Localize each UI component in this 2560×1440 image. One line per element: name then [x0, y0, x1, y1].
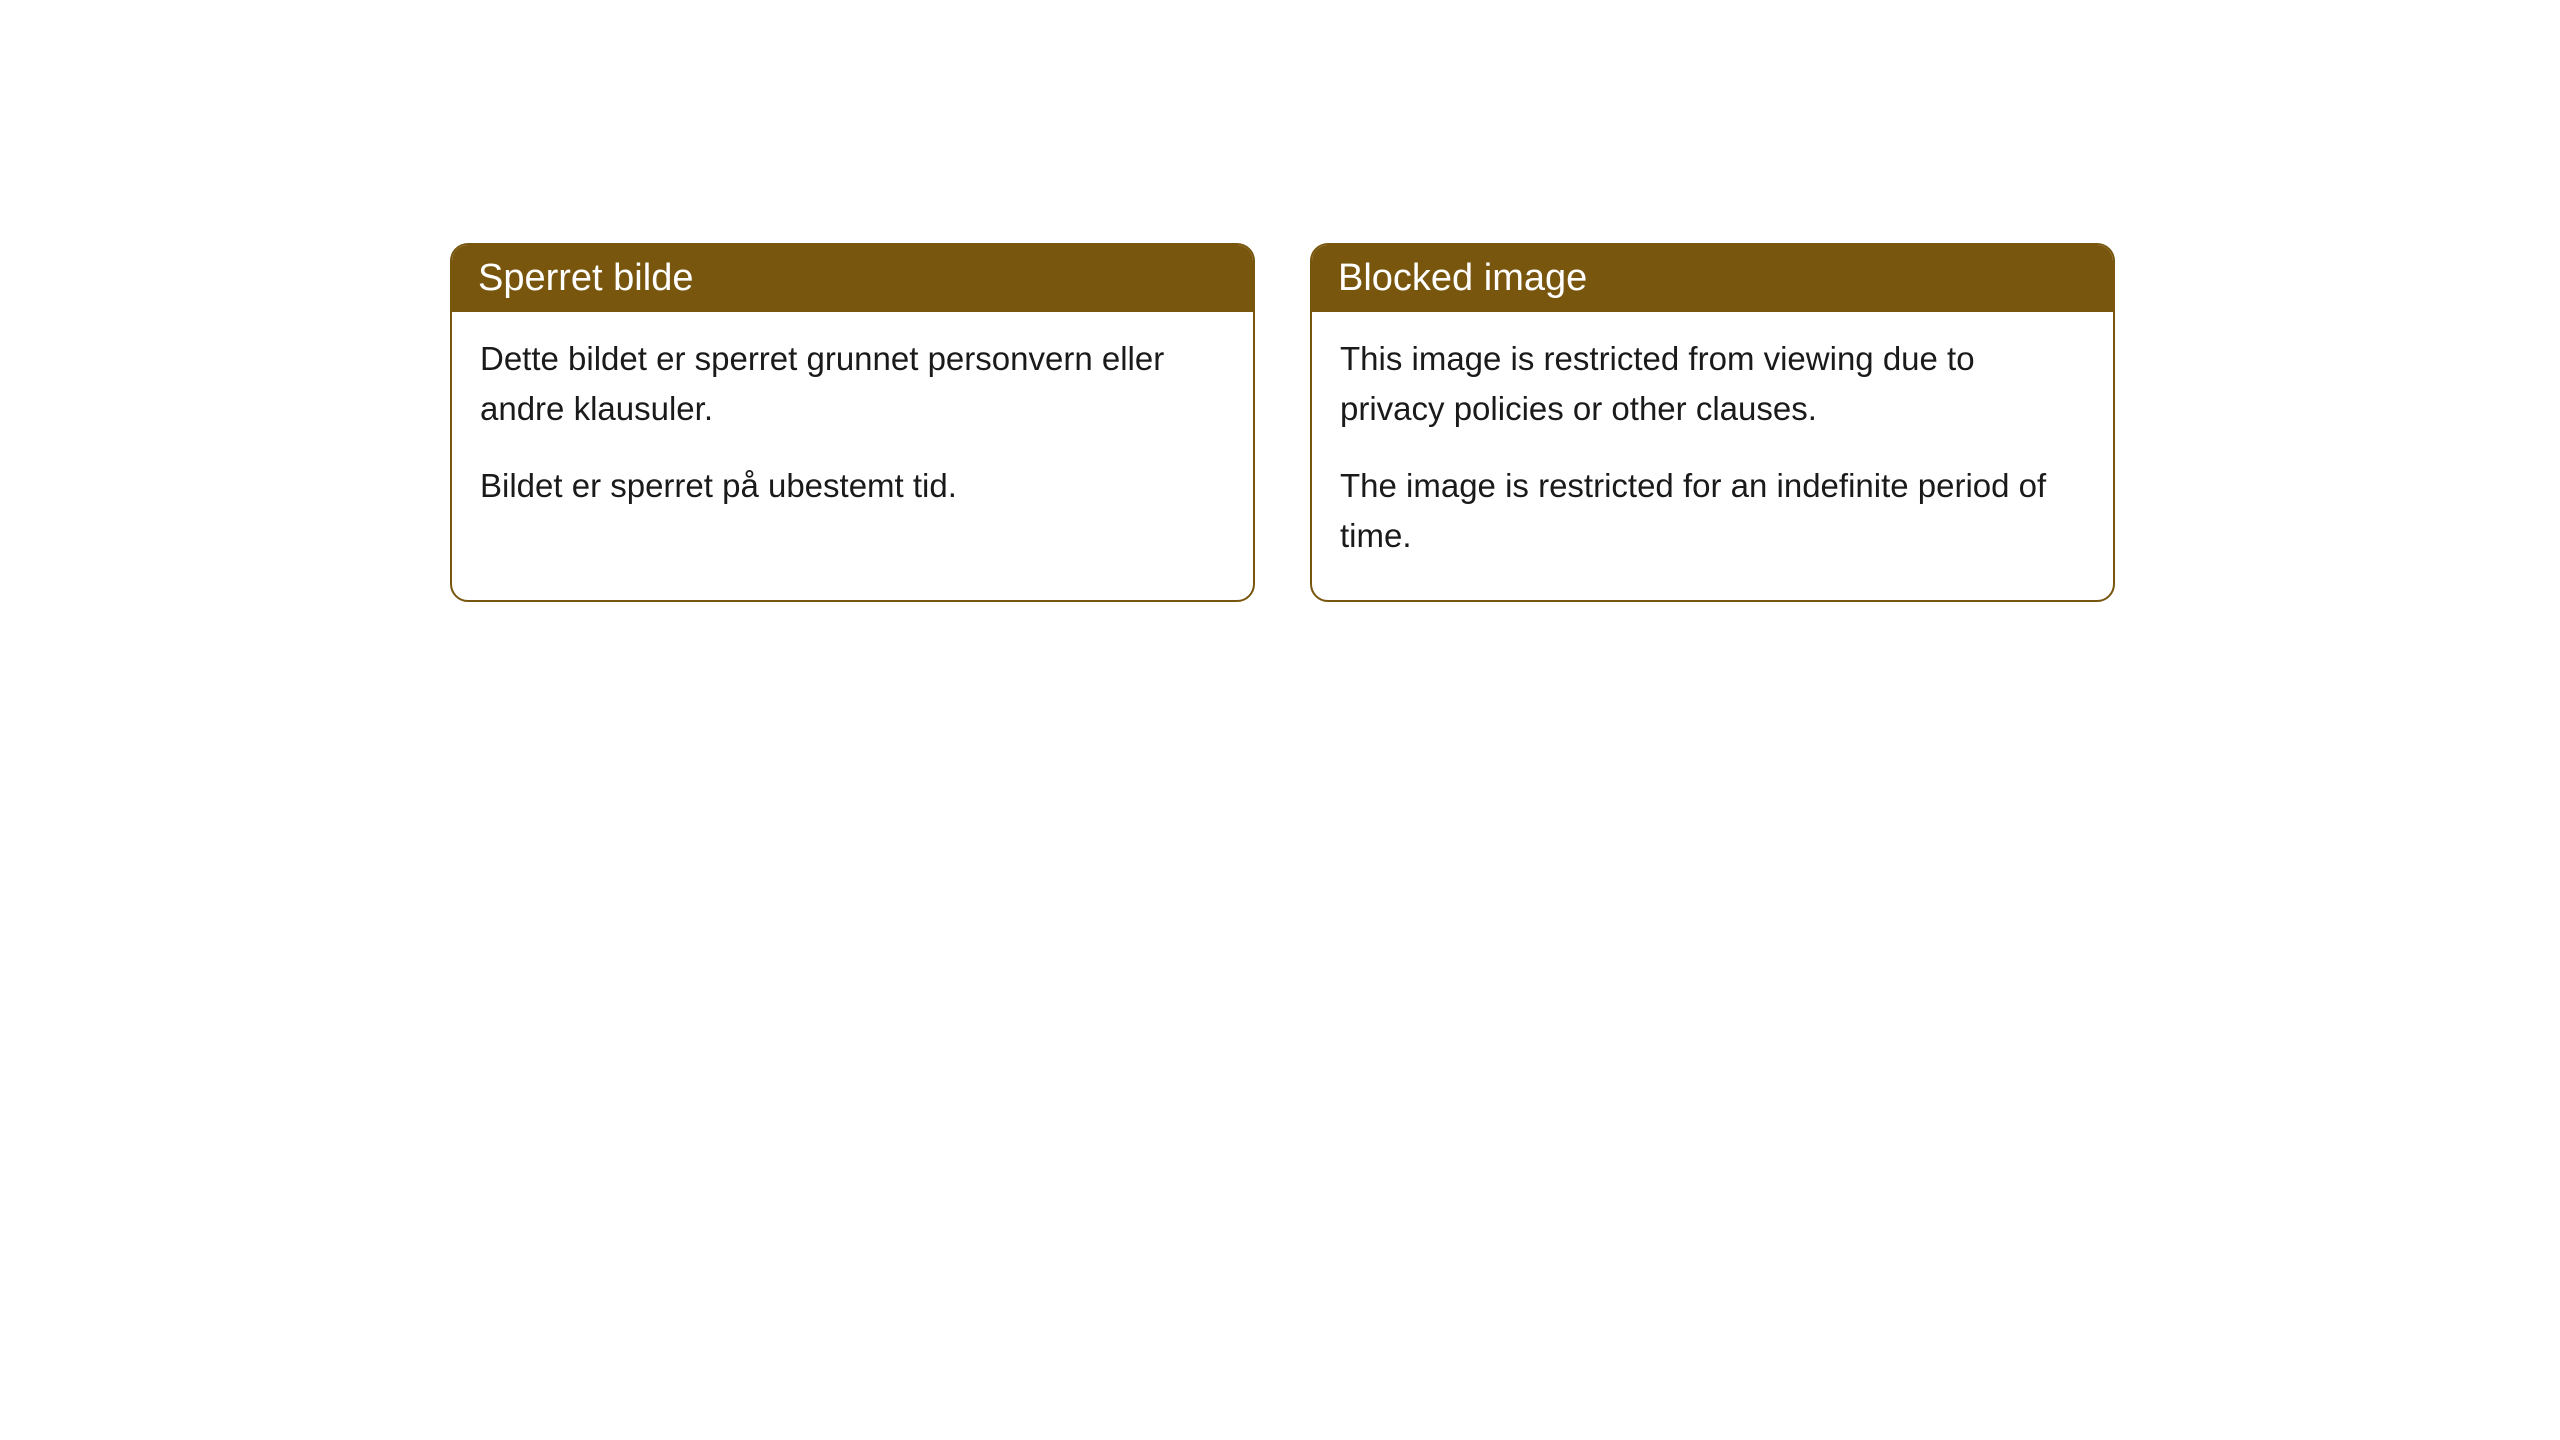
card-body: Dette bildet er sperret grunnet personve…: [452, 312, 1253, 551]
card-paragraph: This image is restricted from viewing du…: [1340, 334, 2085, 433]
card-header: Sperret bilde: [452, 245, 1253, 312]
blocked-image-card-english: Blocked image This image is restricted f…: [1310, 243, 2115, 602]
card-title: Blocked image: [1338, 257, 1587, 299]
card-title: Sperret bilde: [478, 257, 693, 299]
card-body: This image is restricted from viewing du…: [1312, 312, 2113, 600]
card-paragraph: Bildet er sperret på ubestemt tid.: [480, 461, 1225, 511]
cards-container: Sperret bilde Dette bildet er sperret gr…: [450, 243, 2115, 602]
card-paragraph: Dette bildet er sperret grunnet personve…: [480, 334, 1225, 433]
card-header: Blocked image: [1312, 245, 2113, 312]
blocked-image-card-norwegian: Sperret bilde Dette bildet er sperret gr…: [450, 243, 1255, 602]
card-paragraph: The image is restricted for an indefinit…: [1340, 461, 2085, 560]
